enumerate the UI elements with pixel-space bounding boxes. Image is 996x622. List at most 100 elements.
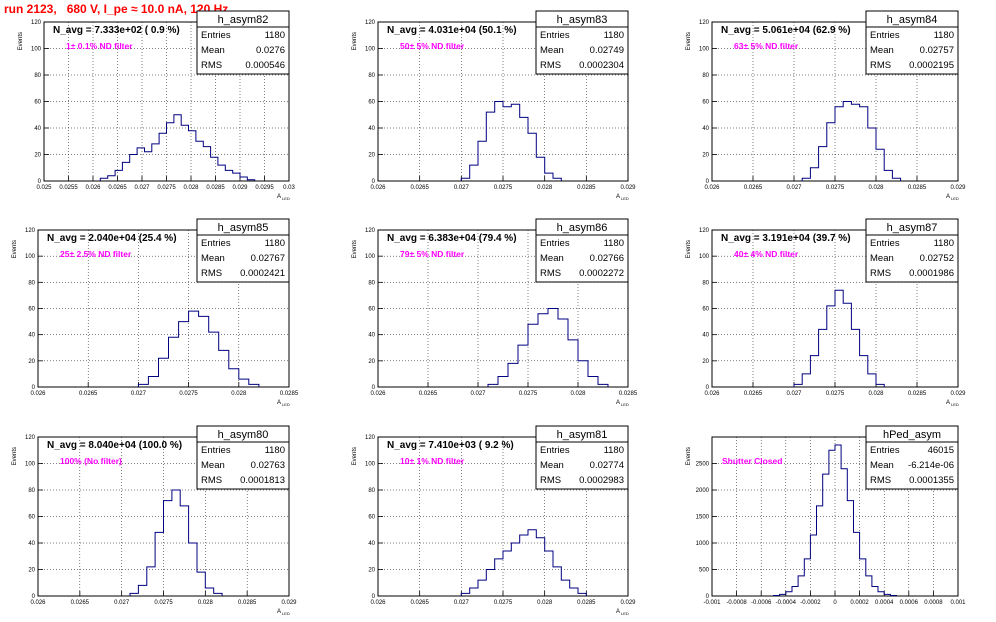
stats-value: 1180 — [604, 445, 624, 456]
stats-label: Entries — [201, 30, 231, 41]
y-axis-label: Events — [352, 447, 358, 465]
stats-box — [865, 425, 959, 490]
x-tick-label: 0.027 — [454, 600, 470, 606]
x-tick-label: 0.0275 — [157, 185, 176, 191]
stats-value: -6.214e-06 — [908, 460, 954, 471]
x-tick-label: 0.027 — [131, 391, 147, 397]
x-tick-label: 0.026 — [370, 600, 386, 606]
y-tick-label: 80 — [368, 73, 375, 79]
x-axis-label: A — [946, 194, 950, 200]
histogram-title: h_asym85 — [218, 222, 269, 234]
stats-value: 1180 — [265, 30, 285, 41]
x-tick-label: 0.0255 — [59, 185, 78, 191]
histogram-series — [460, 101, 562, 181]
x-tick-label: 0.0285 — [619, 391, 638, 397]
histogram-panel-h_asym86: 0.026 0.0265 0.027 0.0275 0.028 0.0285 0 20 40 60… — [352, 218, 638, 407]
y-tick-label: 40 — [28, 541, 35, 547]
x-tick-label: 0.0265 — [71, 600, 90, 606]
stats-value: 0.02752 — [920, 253, 954, 264]
histogram-title: h_asym81 — [557, 429, 608, 441]
y-tick-label: 100 — [365, 47, 376, 53]
y-tick-label: 40 — [368, 541, 375, 547]
x-axis-label: A — [616, 400, 620, 406]
y-tick-label: 20 — [702, 153, 709, 159]
x-tick-label: -0.0004 — [776, 600, 797, 606]
x-tick-label: 0.026 — [704, 391, 720, 397]
y-tick-label: 0 — [372, 179, 376, 185]
y-tick-label: 60 — [702, 100, 709, 106]
y-tick-label: 0 — [38, 179, 42, 185]
stats-label: RMS — [540, 268, 561, 279]
y-tick-label: 1000 — [696, 541, 710, 547]
stats-value: 0.0276 — [256, 45, 285, 56]
stats-box — [196, 425, 290, 490]
histogram-title: h_asym82 — [218, 14, 269, 26]
plot-frame — [711, 21, 959, 182]
histogram-series — [487, 308, 609, 387]
y-tick-label: 40 — [28, 333, 35, 339]
y-tick-label: 40 — [368, 333, 375, 339]
stats-label: Mean — [870, 460, 894, 471]
stats-value: 1180 — [604, 238, 624, 249]
y-tick-label: 120 — [25, 228, 36, 234]
filter-label: 100% (No filter) — [60, 456, 122, 466]
y-tick-label: 0 — [32, 385, 36, 391]
x-axis-label-subscript: LED — [282, 402, 290, 407]
stats-value: 0.0001355 — [909, 475, 954, 486]
histogram-panel-h_asym87: 0.026 0.0265 0.027 0.0275 0.028 0.0285 0.029 0 2… — [686, 218, 966, 407]
x-axis-label-subscript: LED — [621, 611, 629, 616]
x-axis-label-subscript: LED — [621, 196, 629, 201]
y-tick-label: 0 — [372, 385, 376, 391]
stats-value: 0.02766 — [590, 253, 624, 264]
y-tick-label: 0 — [706, 594, 710, 600]
x-tick-label: 0.026 — [85, 185, 101, 191]
histogram-panel-h_asym83: 0.026 0.0265 0.027 0.0275 0.028 0.0285 0.029 0 2… — [352, 10, 636, 201]
y-tick-label: 0 — [706, 385, 710, 391]
y-tick-label: 0 — [32, 594, 36, 600]
y-tick-label: 120 — [365, 228, 376, 234]
histogram-panel-h_asym84: 0.026 0.0265 0.027 0.0275 0.028 0.0285 0.029 0 2… — [686, 10, 966, 201]
stats-value: 0.0002421 — [240, 268, 285, 279]
y-tick-label: 100 — [699, 254, 710, 260]
x-tick-label: 0.029 — [950, 391, 966, 397]
histogram-series — [129, 489, 223, 596]
x-tick-label: 0.027 — [786, 391, 802, 397]
navg-header: N_avg = 8.040e+04 (100.0 %) — [47, 440, 182, 451]
navg-header: N_avg = 2.040e+04 (25.4 %) — [47, 233, 177, 244]
x-tick-label: 0.0002 — [850, 600, 869, 606]
x-tick-label: 0.028 — [198, 600, 214, 606]
y-tick-label: 20 — [368, 359, 375, 365]
stats-value: 0.02749 — [590, 45, 624, 56]
navg-header: N_avg = 3.191e+04 (39.7 %) — [721, 233, 851, 244]
x-tick-label: 0.029 — [281, 600, 297, 606]
x-tick-label: 0.0275 — [179, 391, 198, 397]
x-axis-label-subscript: LED — [951, 196, 959, 201]
y-tick-label: 120 — [365, 435, 376, 441]
x-tick-label: 0.028 — [537, 185, 553, 191]
histogram-title: hPed_asym — [883, 429, 941, 441]
x-axis-label: A — [616, 609, 620, 615]
y-tick-label: 20 — [28, 359, 35, 365]
histogram-title: h_asym86 — [557, 222, 608, 234]
x-tick-label: 0.0008 — [924, 600, 943, 606]
y-tick-label: 100 — [365, 254, 376, 260]
x-tick-label: 0.026 — [370, 185, 386, 191]
x-axis-label-subscript: LED — [282, 196, 290, 201]
plot-frame — [377, 436, 629, 597]
stats-box — [535, 425, 629, 490]
stats-value: 0.02774 — [590, 460, 624, 471]
x-axis-label: A — [277, 194, 281, 200]
stats-label: Entries — [201, 445, 231, 456]
y-tick-label: 60 — [368, 100, 375, 106]
navg-header: N_avg = 6.383e+04 (79.4 %) — [387, 233, 517, 244]
histogram-series — [793, 289, 885, 387]
stats-label: RMS — [540, 475, 561, 486]
y-tick-label: 100 — [31, 47, 42, 53]
y-tick-label: 40 — [702, 333, 709, 339]
plot-frame — [37, 436, 290, 597]
x-tick-label: 0 — [833, 600, 837, 606]
histogram-series — [137, 310, 260, 387]
y-tick-label: 60 — [28, 515, 35, 521]
y-tick-label: 120 — [699, 20, 710, 26]
